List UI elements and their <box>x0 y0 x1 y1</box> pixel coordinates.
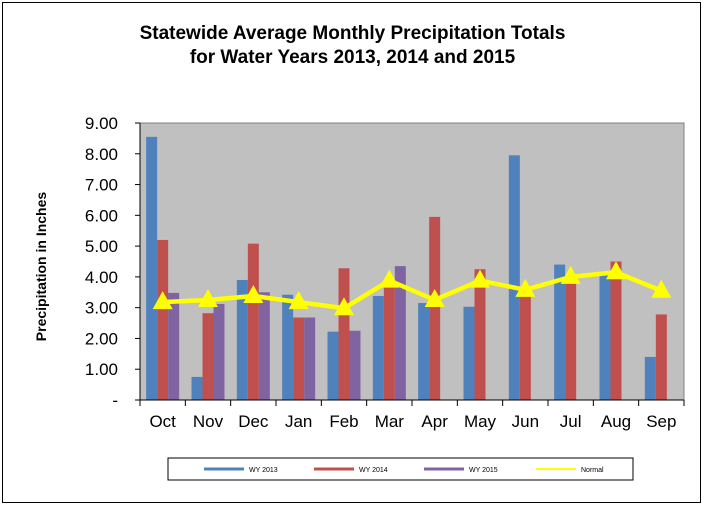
bar-wy-2013-jan <box>282 294 294 400</box>
bar-wy-2014-apr <box>429 216 441 400</box>
x-tick-label-dec: Dec <box>238 412 269 431</box>
bar-wy-2015-nov <box>213 303 225 400</box>
normal-marker-jul <box>560 265 581 284</box>
normal-marker-aug <box>606 261 626 280</box>
normal-line <box>162 270 663 311</box>
bar-wy-2014-jun <box>519 289 531 400</box>
bar-wy-2014-jan <box>293 317 305 400</box>
bar-wy-2013-may <box>463 306 475 400</box>
normal-line-group <box>152 261 672 316</box>
x-tick-label-jun: Jun <box>512 412 539 431</box>
x-tick-label-jul: Jul <box>560 412 582 431</box>
x-tick-label-nov: Nov <box>193 412 224 431</box>
x-tick-label-sep: Sep <box>646 412 676 431</box>
x-tick-label-oct: Oct <box>149 412 176 431</box>
bars-group <box>146 136 667 400</box>
y-tick-label: 7.00 <box>85 176 118 195</box>
normal-marker-jun <box>515 278 536 297</box>
legend-label-wy-2015: WY 2015 <box>469 467 498 474</box>
y-tick-label: 4.00 <box>85 268 118 287</box>
bar-wy-2013-apr <box>418 303 430 400</box>
bar-wy-2014-oct <box>157 239 169 400</box>
bar-wy-2013-oct <box>146 136 158 400</box>
y-tick-label: 5.00 <box>85 237 118 256</box>
normal-marker-mar <box>379 269 400 288</box>
bar-wy-2015-dec <box>258 292 270 400</box>
normal-marker-oct <box>152 291 173 310</box>
y-tick-label: 9.00 <box>85 114 118 133</box>
bar-wy-2013-jul <box>554 264 566 400</box>
bar-wy-2013-dec <box>236 279 248 400</box>
normal-marker-dec <box>243 284 264 303</box>
bar-wy-2013-nov <box>191 376 203 400</box>
bar-wy-2015-oct <box>168 292 180 400</box>
normal-marker-feb <box>334 297 354 316</box>
normal-marker-may <box>470 269 490 288</box>
normal-marker-nov <box>198 288 218 307</box>
y-tick-label: 8.00 <box>85 145 118 164</box>
x-tick-label-may: May <box>464 412 497 431</box>
chart-title: Statewide Average Monthly Precipitation … <box>0 22 705 70</box>
y-tick-label: 3.00 <box>85 299 118 318</box>
x-tick-label-aug: Aug <box>601 412 631 431</box>
chart-title-line2: for Water Years 2013, 2014 and 2015 <box>189 47 516 68</box>
bar-wy-2013-aug <box>599 275 611 400</box>
bar-wy-2014-dec <box>247 243 259 400</box>
plot-background <box>139 122 685 401</box>
bar-wy-2013-feb <box>327 331 339 400</box>
x-tick-label-jan: Jan <box>285 412 312 431</box>
normal-marker-apr <box>424 288 445 307</box>
y-tick-label: 1.00 <box>85 360 118 379</box>
y-tick-label: 6.00 <box>85 206 118 225</box>
bar-wy-2014-jul <box>565 278 577 400</box>
x-tick-label-mar: Mar <box>375 412 405 431</box>
plot-area <box>139 122 685 401</box>
legend-box <box>167 457 634 481</box>
bar-wy-2013-sep <box>644 356 656 400</box>
chart-title-line1: Statewide Average Monthly Precipitation … <box>139 23 566 44</box>
legend: WY 2013 WY 2014 WY 2015 Normal <box>167 457 634 481</box>
legend-label-normal: Normal <box>581 467 604 474</box>
y-axis-label: Precipitation in Inches <box>33 192 49 342</box>
x-tick-label-apr: Apr <box>421 412 448 431</box>
axes-group: - 1.00 2.00 3.00 4.00 5.00 6.00 7.00 8.00 9.00 Oct… <box>33 114 685 431</box>
bar-wy-2015-jan <box>304 317 316 400</box>
bar-wy-2014-nov <box>202 313 214 400</box>
bar-wy-2013-mar <box>372 295 384 400</box>
x-tick-label-feb: Feb <box>329 412 358 431</box>
bar-wy-2014-aug <box>610 261 622 400</box>
y-tick-label: 2.00 <box>85 329 118 348</box>
bar-wy-2014-sep <box>655 314 667 400</box>
bar-wy-2015-mar <box>394 266 406 400</box>
y-tick-label: - <box>112 391 118 410</box>
bar-wy-2015-feb <box>349 330 361 400</box>
legend-label-wy-2013: WY 2013 <box>249 467 278 474</box>
legend-label-wy-2014: WY 2014 <box>359 467 388 474</box>
bar-wy-2013-jun <box>508 155 520 400</box>
normal-marker-sep <box>651 279 672 298</box>
normal-marker-jan <box>288 291 309 310</box>
bar-wy-2014-may <box>474 269 486 400</box>
bar-wy-2014-feb <box>338 268 350 400</box>
bar-wy-2014-mar <box>383 282 395 400</box>
